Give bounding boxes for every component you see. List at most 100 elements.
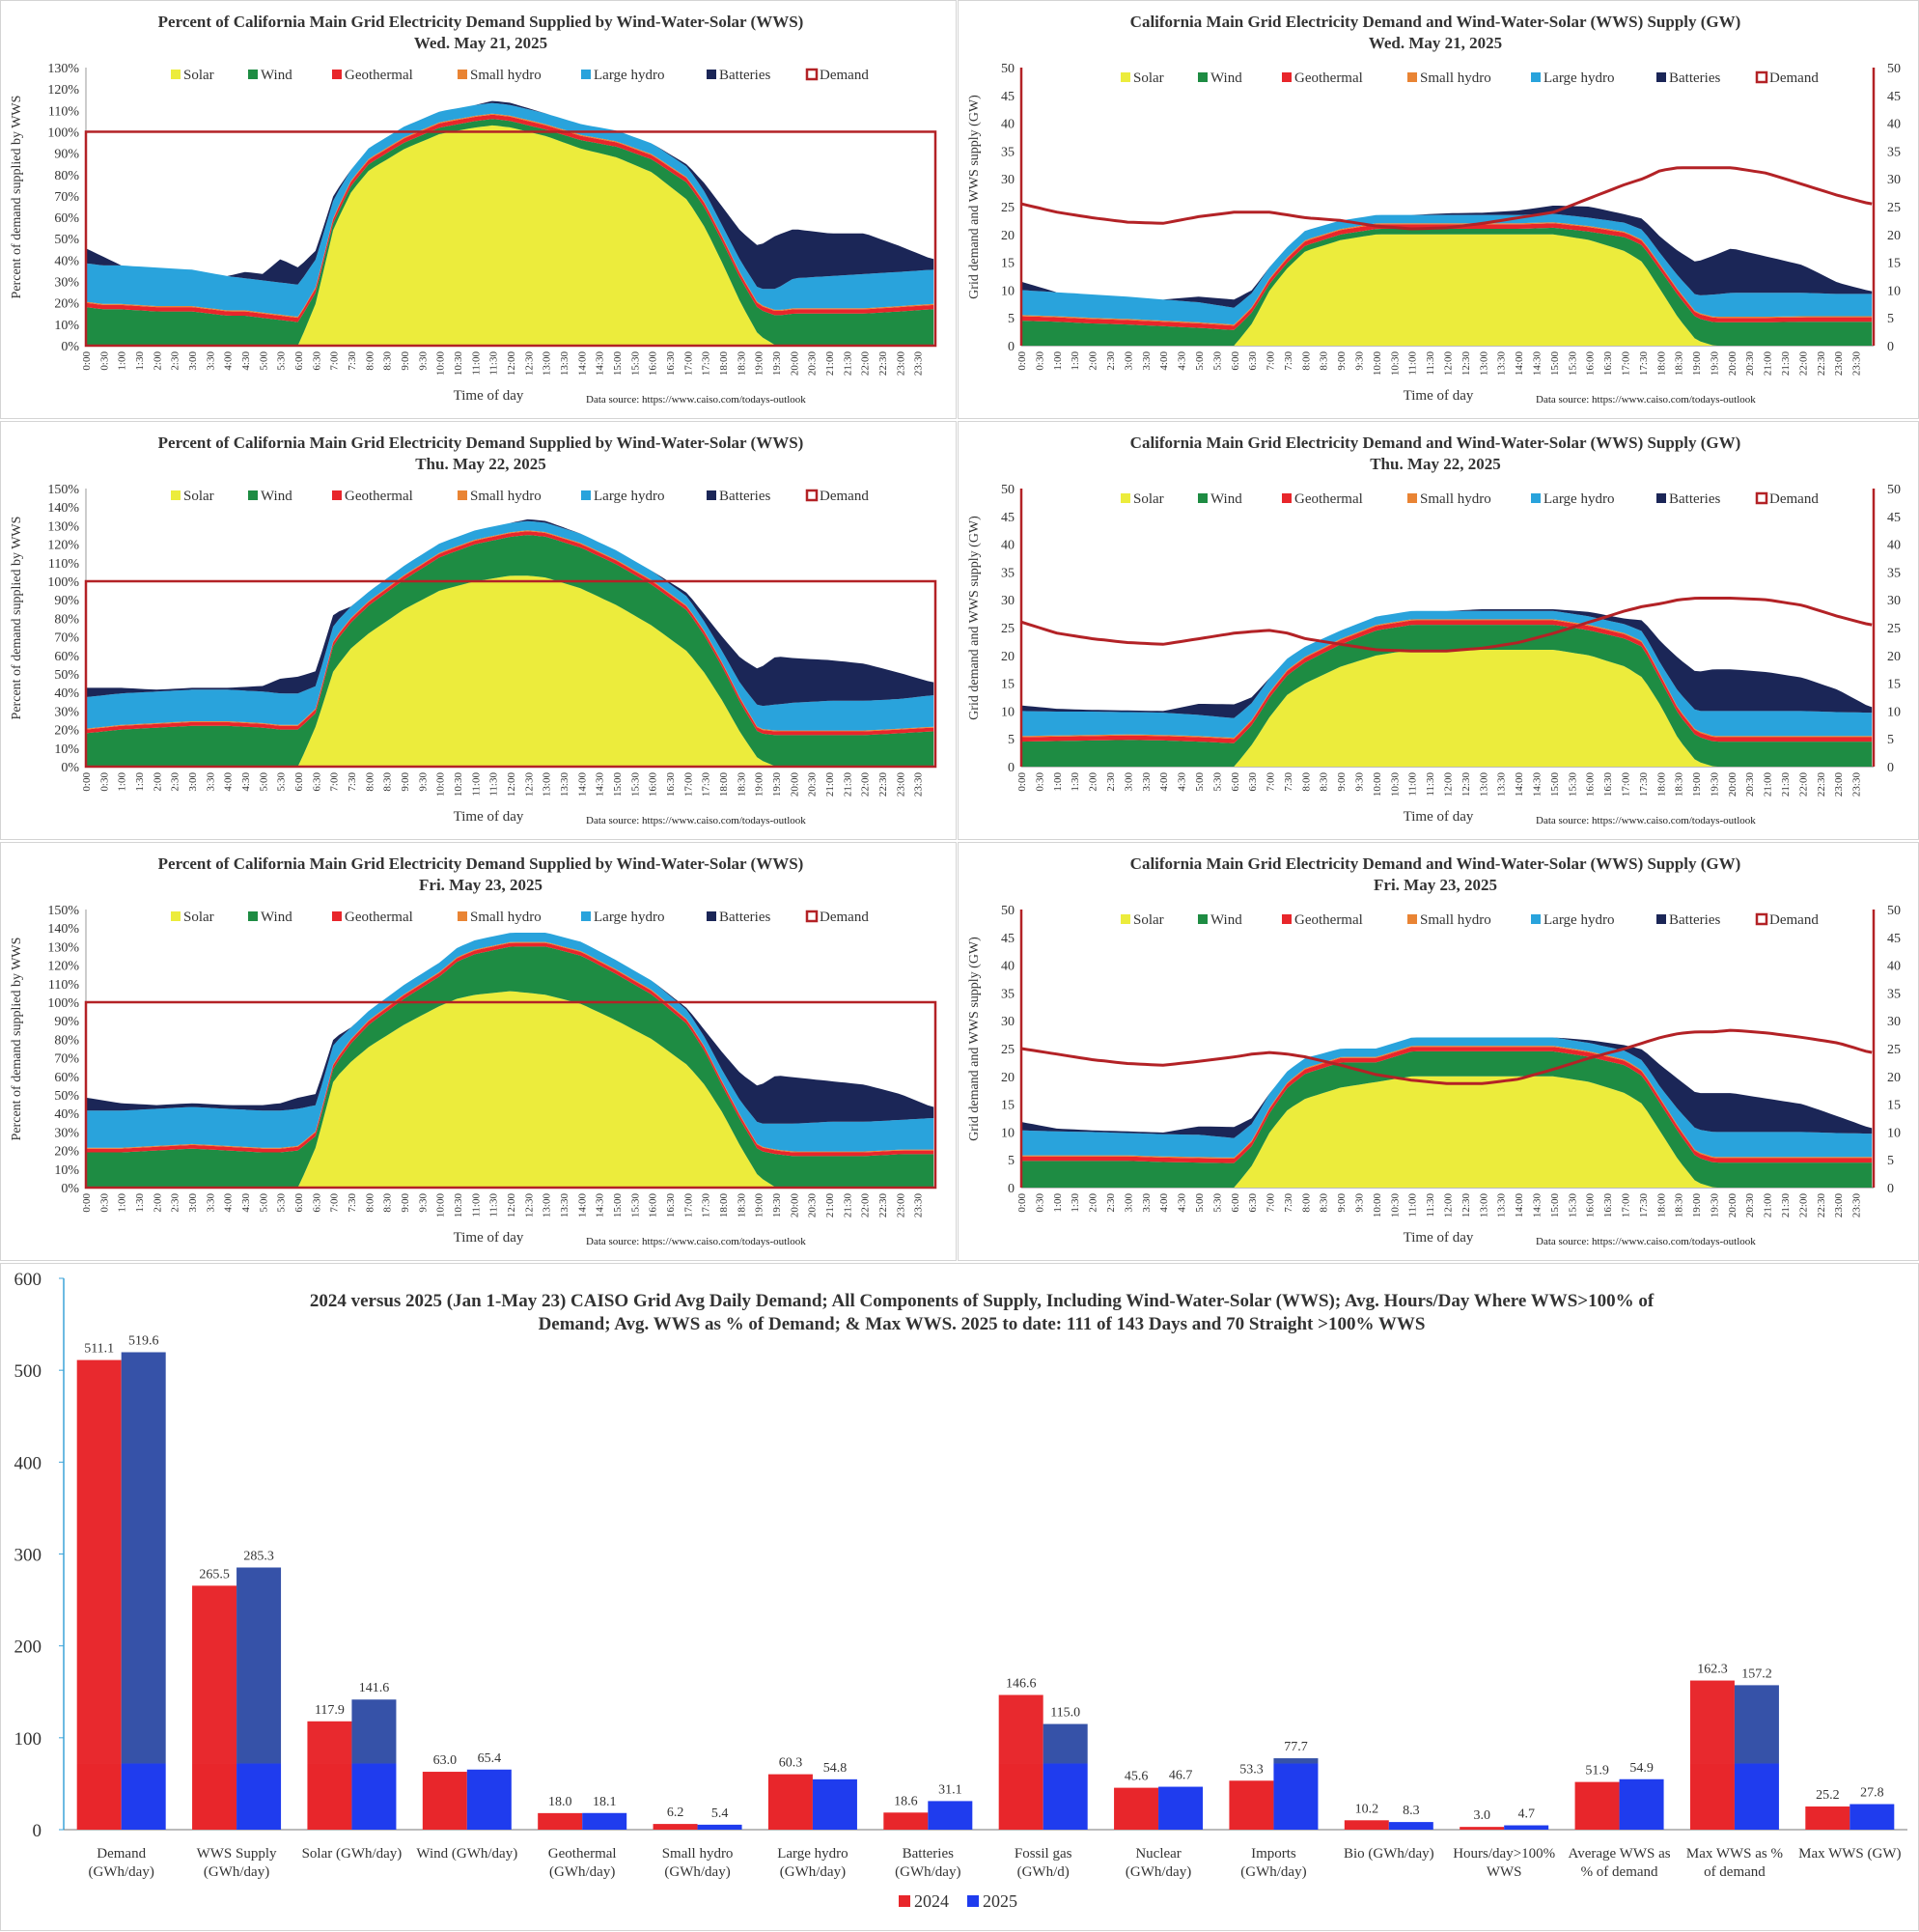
- x-tick-label: 14:30: [1531, 1193, 1543, 1218]
- legend-swatch-2025: [967, 1895, 979, 1907]
- y-tick-label: 30: [1001, 594, 1015, 608]
- x-tick-label: 11:00: [470, 351, 482, 376]
- x-tick-label: 5:30: [1211, 1193, 1223, 1213]
- y-tick-label: 40: [1001, 960, 1015, 974]
- bar-2024: [307, 1763, 352, 1830]
- legend-label-demand: Demand: [1769, 912, 1819, 928]
- x-tick-label: 14:00: [576, 351, 588, 377]
- value-label-2025: 141.6: [359, 1681, 390, 1695]
- data-source-note: Data source: https://www.caiso.com/today…: [1536, 815, 1756, 826]
- x-tick-label: 0:30: [98, 1193, 110, 1213]
- x-axis-label: Time of day: [1404, 1230, 1474, 1246]
- data-source-note: Data source: https://www.caiso.com/today…: [1536, 394, 1756, 406]
- x-tick-label: 6:00: [293, 351, 305, 371]
- x-tick-label: 7:30: [347, 1193, 358, 1213]
- legend-swatch-wind: [1198, 914, 1208, 924]
- x-tick-label: 11:00: [470, 1193, 482, 1218]
- legend-swatch-small_hydro: [1407, 914, 1417, 924]
- legend-swatch-batteries: [1656, 72, 1666, 82]
- value-label-2024: 265.5: [199, 1567, 230, 1582]
- x-tick-label: 4:00: [223, 772, 235, 792]
- area-large_hydro: [86, 102, 934, 317]
- chart-panel-gw-may21: California Main Grid Electricity Demand …: [958, 0, 1919, 419]
- y2-tick-label: 25: [1887, 201, 1901, 215]
- x-tick-label: 22:00: [860, 1193, 872, 1218]
- x-tick-label: 19:00: [754, 772, 765, 798]
- x-tick-label: 8:30: [1319, 772, 1330, 792]
- x-tick-label: 3:30: [205, 1193, 216, 1213]
- x-axis-label: Time of day: [454, 809, 524, 825]
- value-label-2024: 146.6: [1006, 1676, 1037, 1691]
- legend-label-2024: 2024: [914, 1891, 949, 1911]
- bar-2024: [1574, 1781, 1620, 1830]
- area-geothermal: [1021, 223, 1873, 330]
- value-label-2024: 53.3: [1239, 1762, 1264, 1777]
- bar-2025: [1388, 1822, 1433, 1830]
- x-tick-label: 5:30: [276, 772, 288, 792]
- x-tick-label: 3:30: [205, 772, 216, 792]
- area-solar: [1021, 1076, 1873, 1188]
- x-tick-label: 0:00: [81, 351, 93, 371]
- x-tick-label: 8:30: [1319, 351, 1330, 371]
- y-tick-label: 15: [1001, 678, 1015, 692]
- x-tick-label: 12:30: [523, 351, 535, 377]
- gw-chart-may21: California Main Grid Electricity Demand …: [967, 13, 1901, 406]
- legend-swatch-2024: [899, 1895, 910, 1907]
- x-tick-label: 23:00: [1833, 1193, 1845, 1218]
- x-tick-label: 23:30: [913, 351, 925, 377]
- y-tick-label: 150%: [47, 483, 79, 497]
- y-tick-label: 300: [14, 1546, 42, 1566]
- legend-swatch-wind: [248, 490, 258, 500]
- x-tick-label: 2:00: [1088, 351, 1099, 371]
- x-tick-label: 13:30: [1496, 351, 1508, 377]
- x-tick-label: 19:00: [1691, 772, 1703, 798]
- legend-swatch-wind: [1198, 493, 1208, 503]
- x-tick-label: 4:00: [223, 351, 235, 371]
- x-axis-label: Time of day: [1404, 809, 1474, 825]
- x-tick-label: 16:30: [1602, 1193, 1614, 1218]
- x-tick-label: 6:30: [1247, 772, 1259, 792]
- bar-2025: [1273, 1763, 1319, 1830]
- value-label-2025: 65.4: [478, 1751, 502, 1766]
- value-label-2024: 117.9: [315, 1703, 345, 1718]
- x-tick-label: 10:00: [1372, 772, 1383, 798]
- y-tick-label: 130%: [47, 62, 79, 76]
- y-tick-label: 70%: [54, 631, 79, 646]
- x-tick-label: 20:30: [807, 351, 819, 377]
- bar-2025: [582, 1812, 627, 1830]
- legend-label-small_hydro: Small hydro: [470, 68, 542, 83]
- bar-2025: [1158, 1786, 1204, 1830]
- x-tick-label: 22:30: [877, 351, 889, 377]
- x-tick-label: 13:30: [559, 351, 570, 377]
- y2-tick-label: 50: [1887, 62, 1901, 76]
- x-tick-label: 13:00: [542, 772, 553, 798]
- y-tick-label: 20: [1001, 229, 1015, 243]
- x-tick-label: 20:00: [789, 772, 800, 798]
- y-tick-label: 100: [14, 1729, 42, 1750]
- x-tick-label: 10:00: [435, 772, 447, 798]
- x-tick-label: 16:30: [1602, 351, 1614, 377]
- x-tick-label: 14:30: [595, 1193, 606, 1218]
- value-label-2024: 51.9: [1585, 1764, 1609, 1778]
- chart-title: California Main Grid Electricity Demand …: [1130, 434, 1741, 452]
- y2-tick-label: 10: [1887, 705, 1901, 719]
- y-tick-label: 10%: [54, 319, 79, 333]
- gw-chart-may22: California Main Grid Electricity Demand …: [967, 434, 1901, 826]
- legend-swatch-geothermal: [332, 911, 342, 921]
- value-label-2025: 54.9: [1629, 1761, 1654, 1776]
- x-tick-label: 1:00: [1052, 1193, 1064, 1213]
- x-tick-label: 8:30: [382, 772, 394, 792]
- x-tick-label: 18:30: [736, 1193, 747, 1218]
- y2-tick-label: 35: [1887, 145, 1901, 159]
- x-tick-label: 7:00: [1265, 351, 1277, 371]
- value-label-2024: 3.0: [1473, 1808, 1490, 1823]
- y-tick-label: 45: [1001, 511, 1015, 525]
- x-tick-label: 8:30: [1319, 1193, 1330, 1213]
- x-tick-label: 9:30: [417, 1193, 429, 1213]
- x-tick-label: 2:00: [152, 351, 163, 371]
- x-tick-label: 15:30: [629, 772, 641, 798]
- y-tick-label: 15: [1001, 1099, 1015, 1113]
- demand-line: [1020, 1028, 1873, 1085]
- x-tick-label: 23:30: [1851, 351, 1863, 377]
- x-tick-label: 0:30: [98, 772, 110, 792]
